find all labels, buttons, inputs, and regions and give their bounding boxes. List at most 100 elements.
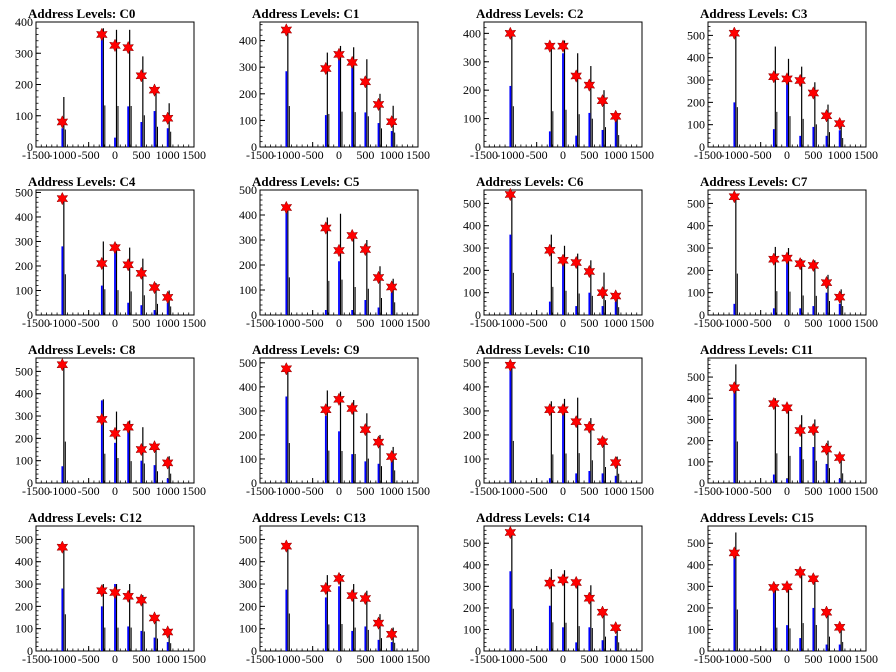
y-tick-label: 200 bbox=[239, 599, 257, 613]
y-tick-label: 100 bbox=[15, 454, 33, 468]
peak-marker bbox=[280, 200, 293, 215]
peak-marker bbox=[280, 23, 293, 37]
y-tick-label: 500 bbox=[463, 196, 481, 210]
x-tick-label: 1500 bbox=[854, 316, 878, 330]
peak-marker bbox=[557, 573, 569, 587]
x-tick-label: 1500 bbox=[630, 652, 654, 666]
peak-marker bbox=[372, 97, 385, 112]
peak-marker bbox=[385, 627, 398, 642]
y-tick-label: 200 bbox=[463, 263, 481, 277]
y-tick-label: 100 bbox=[687, 118, 705, 132]
x-tick-label: 1500 bbox=[182, 484, 206, 498]
x-tick-label: 1500 bbox=[630, 148, 654, 162]
x-tick-label: -1500 bbox=[246, 148, 274, 162]
y-tick-label: 200 bbox=[687, 95, 705, 109]
subplot-7: Address Levels: C70100200300400500-1500-… bbox=[687, 174, 878, 330]
x-tick-label: -1500 bbox=[470, 484, 498, 498]
x-tick-label: 500 bbox=[132, 652, 150, 666]
peak-marker bbox=[609, 109, 622, 124]
y-tick-label: 400 bbox=[239, 380, 257, 394]
peak-marker bbox=[781, 401, 793, 415]
peak-marker bbox=[161, 111, 174, 126]
peak-marker bbox=[557, 402, 569, 417]
peak-marker bbox=[768, 69, 780, 84]
x-tick-label: -500 bbox=[750, 484, 772, 498]
x-tick-label: -1000 bbox=[48, 316, 76, 330]
y-tick-label: 100 bbox=[239, 452, 257, 466]
x-tick-label: -500 bbox=[750, 148, 772, 162]
subplot-15: Address Levels: C15 0 100 200 300 400 500 -1500… bbox=[687, 510, 878, 666]
y-tick-label: 400 bbox=[687, 558, 705, 572]
y-tick-label: 500 bbox=[687, 28, 705, 42]
x-tick-label: -1000 bbox=[272, 484, 300, 498]
plot-title: Address Levels: C6 bbox=[476, 174, 584, 189]
plot-title: Address Levels: C2 bbox=[476, 6, 583, 21]
x-tick-label: 1500 bbox=[854, 652, 878, 666]
y-tick-label: 300 bbox=[239, 60, 257, 74]
plot-title: Address Levels: C3 bbox=[700, 6, 808, 21]
x-tick-label: -500 bbox=[526, 484, 548, 498]
x-tick-label: -1500 bbox=[470, 148, 498, 162]
peak-marker bbox=[122, 258, 135, 272]
x-tick-label: 0 bbox=[560, 316, 566, 330]
y-tick-label: 300 bbox=[463, 55, 481, 69]
x-tick-label: 0 bbox=[784, 316, 790, 330]
peak-marker bbox=[346, 401, 358, 416]
y-tick-label: 100 bbox=[687, 286, 705, 300]
y-tick-label: 300 bbox=[687, 73, 705, 87]
x-tick-label: 1500 bbox=[406, 148, 430, 162]
x-tick-label: -1000 bbox=[272, 316, 300, 330]
y-tick-label: 500 bbox=[687, 196, 705, 210]
x-tick-label: -1500 bbox=[470, 652, 498, 666]
plot-title: Address Levels: C7 bbox=[700, 174, 808, 189]
x-tick-label: -1500 bbox=[694, 148, 722, 162]
x-tick-label: 1000 bbox=[828, 316, 852, 330]
x-tick-label: 500 bbox=[132, 316, 150, 330]
peak-marker bbox=[320, 581, 332, 596]
x-tick-label: -1000 bbox=[48, 484, 76, 498]
peak-marker bbox=[570, 69, 583, 83]
peak-marker bbox=[280, 539, 293, 553]
y-tick-label: 0 bbox=[475, 476, 481, 490]
x-tick-label: 1000 bbox=[380, 316, 404, 330]
x-tick-label: 500 bbox=[356, 484, 374, 498]
peak-marker bbox=[95, 256, 108, 271]
peak-marker bbox=[504, 26, 517, 41]
peak-marker bbox=[122, 589, 134, 604]
peak-marker bbox=[570, 414, 582, 429]
subplot-12: Address Levels: C12 0 100 200 300 400 500 -1500… bbox=[15, 510, 206, 666]
peak-marker bbox=[109, 38, 121, 53]
peak-marker bbox=[557, 39, 569, 53]
y-tick-label: 200 bbox=[15, 599, 33, 613]
x-tick-label: -1000 bbox=[496, 316, 524, 330]
y-tick-label: 300 bbox=[15, 46, 33, 60]
y-tick-label: 400 bbox=[239, 208, 257, 222]
x-tick-label: -1000 bbox=[496, 484, 524, 498]
x-tick-label: 0 bbox=[560, 148, 566, 162]
x-tick-label: -1500 bbox=[694, 484, 722, 498]
peak-marker bbox=[833, 290, 846, 304]
y-tick-label: 200 bbox=[239, 428, 257, 442]
peak-marker bbox=[609, 620, 622, 635]
x-tick-label: 1000 bbox=[604, 316, 628, 330]
y-tick-label: 0 bbox=[251, 308, 257, 322]
peak-marker bbox=[372, 616, 385, 630]
x-tick-label: 0 bbox=[336, 652, 342, 666]
x-tick-label: 0 bbox=[560, 652, 566, 666]
x-tick-label: 0 bbox=[560, 484, 566, 498]
peak-marker bbox=[504, 187, 517, 202]
x-tick-label: 1000 bbox=[828, 652, 852, 666]
peak-marker bbox=[596, 434, 609, 449]
peak-marker bbox=[820, 605, 833, 619]
y-tick-label: 500 bbox=[463, 356, 481, 370]
peak-marker bbox=[557, 253, 569, 268]
y-tick-label: 0 bbox=[27, 476, 33, 490]
peak-marker bbox=[135, 593, 148, 607]
plot-title: Address Levels: C15 bbox=[700, 510, 814, 525]
peak-marker bbox=[583, 591, 596, 605]
peak-marker bbox=[359, 74, 372, 89]
peak-marker bbox=[820, 275, 833, 290]
x-tick-label: -1000 bbox=[272, 148, 300, 162]
y-tick-label: 300 bbox=[239, 577, 257, 591]
peak-marker bbox=[122, 40, 135, 55]
